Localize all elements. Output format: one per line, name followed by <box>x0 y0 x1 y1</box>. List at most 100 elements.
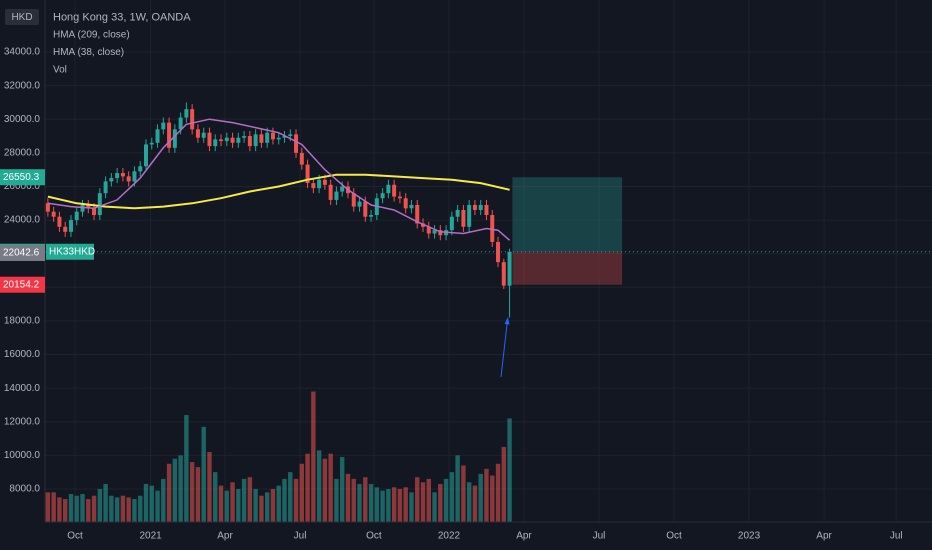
volume-bar <box>103 483 108 522</box>
candle-body <box>74 211 79 221</box>
arrow-head <box>504 317 510 325</box>
legend-entry: Vol <box>53 65 67 76</box>
currency: HKD <box>11 12 32 23</box>
volume-bar <box>109 495 114 522</box>
candle-body <box>305 164 310 184</box>
candle-body <box>317 179 322 189</box>
candle-body <box>288 134 293 137</box>
volume-bar <box>478 473 483 522</box>
candle-body <box>334 191 339 200</box>
volume-bar <box>311 391 316 522</box>
volume-bar <box>426 478 431 522</box>
volume-bar <box>161 478 166 522</box>
candle-body <box>392 184 397 197</box>
volume-bar <box>57 497 62 522</box>
candle-body <box>282 136 287 138</box>
volume-bar <box>74 495 79 522</box>
candle-body <box>161 122 166 130</box>
volume-bar <box>247 477 253 522</box>
volume-bar <box>334 478 339 522</box>
y-tick-label: 8000.0 <box>9 484 40 495</box>
candle-body <box>219 139 224 142</box>
y-tick-label: 14000.0 <box>4 383 41 394</box>
x-tick-label: 2023 <box>738 531 761 542</box>
candle-body <box>311 183 316 189</box>
candle-body <box>484 204 489 216</box>
volume-bar <box>420 482 426 522</box>
y-tick-label: 10000.0 <box>4 450 41 461</box>
candle-body <box>201 132 206 138</box>
volume-bar <box>328 453 333 522</box>
candle-body <box>259 134 264 143</box>
candle-body <box>213 139 218 147</box>
candle-body <box>120 173 125 177</box>
volume-bar <box>299 463 305 522</box>
marker-label-box <box>0 244 45 261</box>
candle-body <box>455 210 460 217</box>
volume-bar <box>172 458 178 522</box>
candle-body <box>132 171 137 182</box>
candle-body <box>386 184 391 194</box>
symbol-label: HK33HKD <box>49 246 95 257</box>
candle-body <box>472 204 477 210</box>
target-label-box <box>0 169 45 186</box>
y-tick-label: 24000.0 <box>4 215 41 226</box>
candle-body <box>138 166 143 172</box>
arrow <box>500 319 508 378</box>
candle-body <box>224 137 229 142</box>
candle-body <box>449 216 454 231</box>
chart-title: Hong Kong 33, 1W, OANDA <box>53 11 191 23</box>
volume-bar <box>259 495 264 522</box>
stop-label: 20154.2 <box>3 279 40 290</box>
candle-body <box>149 142 154 145</box>
volume-bar <box>120 495 126 522</box>
volume-bar <box>490 475 495 522</box>
candle-body <box>126 176 131 182</box>
candle-body <box>155 129 160 143</box>
volume-bar <box>51 492 56 522</box>
volume-bar <box>391 487 397 522</box>
candle-body <box>270 132 275 140</box>
indicator-line <box>47 118 511 241</box>
candle-body <box>80 204 85 212</box>
indicator-line <box>47 173 510 210</box>
volume-bar <box>264 492 270 522</box>
candle-body <box>86 204 91 209</box>
volume-bar <box>495 463 501 522</box>
y-tick-label: 30000.0 <box>4 114 41 125</box>
candle-body <box>230 137 235 143</box>
candle-body <box>415 204 420 224</box>
candle-body <box>490 215 495 242</box>
legend-entry: HMA (209, close) <box>53 30 130 41</box>
y-tick-label: 18000.0 <box>4 316 41 327</box>
volume-bar <box>230 482 235 522</box>
candle-body <box>432 230 437 234</box>
candle-body <box>322 179 327 185</box>
volume-bar <box>507 418 512 522</box>
volume-bar <box>62 499 68 522</box>
volume-bar <box>276 485 281 522</box>
volume-bar <box>166 463 172 522</box>
candle-body <box>357 201 362 207</box>
volume-bar <box>363 477 368 522</box>
volume-bar <box>449 472 455 522</box>
candle-body <box>496 241 501 263</box>
candle-body <box>409 204 414 209</box>
y-tick-label: 16000.0 <box>4 349 41 360</box>
volume-bar <box>461 465 466 522</box>
candle-body <box>63 226 68 232</box>
volume-bar <box>114 497 120 522</box>
currency-box <box>5 9 39 25</box>
volume-bar <box>397 488 403 522</box>
candle-body <box>97 193 102 216</box>
volume-bar <box>184 415 189 522</box>
candle-body <box>172 129 177 148</box>
x-tick-label: 2021 <box>139 531 162 542</box>
volume-bar <box>178 455 183 522</box>
candle-body <box>195 129 200 138</box>
x-tick-label: 2022 <box>438 531 461 542</box>
volume-bar <box>213 472 218 522</box>
y-tick-label: 32000.0 <box>4 80 41 91</box>
